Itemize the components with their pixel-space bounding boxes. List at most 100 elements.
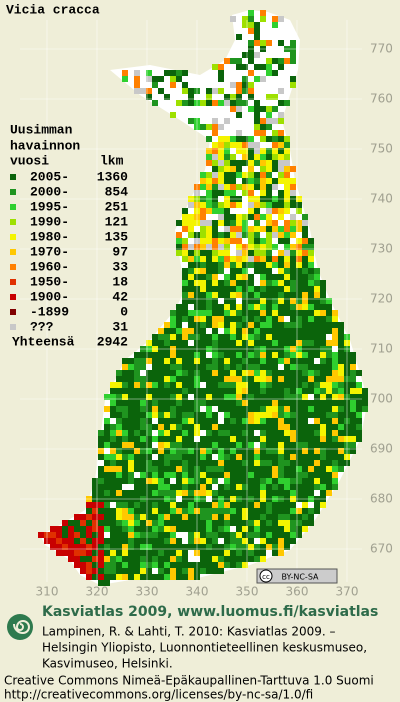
occurrence-square xyxy=(212,298,218,304)
occurrence-square xyxy=(176,448,182,454)
occurrence-square xyxy=(164,484,170,490)
occurrence-square xyxy=(176,76,182,82)
occurrence-square xyxy=(296,406,302,412)
occurrence-square xyxy=(224,208,230,214)
occurrence-square xyxy=(212,220,218,226)
occurrence-square xyxy=(332,370,338,376)
occurrence-square xyxy=(206,478,212,484)
occurrence-square xyxy=(242,562,248,568)
occurrence-square xyxy=(278,202,284,208)
occurrence-square xyxy=(260,214,266,220)
occurrence-square xyxy=(92,490,98,496)
occurrence-square xyxy=(230,280,236,286)
occurrence-square xyxy=(284,160,290,166)
occurrence-square xyxy=(176,388,182,394)
occurrence-square xyxy=(158,436,164,442)
occurrence-square xyxy=(134,394,140,400)
occurrence-square xyxy=(248,256,254,262)
occurrence-square xyxy=(146,460,152,466)
occurrence-square xyxy=(278,538,284,544)
occurrence-square xyxy=(200,550,206,556)
occurrence-square xyxy=(188,490,194,496)
occurrence-square xyxy=(140,508,146,514)
occurrence-square xyxy=(254,214,260,220)
occurrence-square xyxy=(98,430,104,436)
occurrence-square xyxy=(266,136,272,142)
occurrence-square xyxy=(272,550,278,556)
occurrence-square xyxy=(278,484,284,490)
occurrence-square xyxy=(254,340,260,346)
occurrence-square xyxy=(218,568,224,574)
occurrence-square xyxy=(158,376,164,382)
occurrence-square xyxy=(134,562,140,568)
occurrence-square xyxy=(254,466,260,472)
occurrence-square xyxy=(188,472,194,478)
occurrence-square xyxy=(260,358,266,364)
occurrence-square xyxy=(296,388,302,394)
occurrence-square xyxy=(230,406,236,412)
occurrence-square xyxy=(332,412,338,418)
occurrence-square xyxy=(134,364,140,370)
occurrence-square xyxy=(296,514,302,520)
occurrence-square xyxy=(272,424,278,430)
occurrence-square xyxy=(260,328,266,334)
occurrence-square xyxy=(332,466,338,472)
occurrence-square xyxy=(248,550,254,556)
occurrence-square xyxy=(314,352,320,358)
occurrence-square xyxy=(122,460,128,466)
occurrence-square xyxy=(224,478,230,484)
occurrence-square xyxy=(248,160,254,166)
occurrence-square xyxy=(164,544,170,550)
occurrence-square xyxy=(284,502,290,508)
occurrence-square xyxy=(230,310,236,316)
occurrence-square xyxy=(158,514,164,520)
occurrence-square xyxy=(182,304,188,310)
occurrence-square xyxy=(272,532,278,538)
occurrence-square xyxy=(266,502,272,508)
occurrence-square xyxy=(170,70,176,76)
occurrence-square xyxy=(302,472,308,478)
occurrence-square xyxy=(278,322,284,328)
license-badge: cc BY-NC-SA xyxy=(256,568,338,584)
occurrence-square xyxy=(170,532,176,538)
occurrence-square xyxy=(350,442,356,448)
occurrence-square xyxy=(170,322,176,328)
occurrence-square xyxy=(164,376,170,382)
occurrence-square xyxy=(290,184,296,190)
occurrence-square xyxy=(350,376,356,382)
occurrence-square xyxy=(206,424,212,430)
occurrence-square xyxy=(224,514,230,520)
occurrence-square xyxy=(200,436,206,442)
occurrence-square xyxy=(260,292,266,298)
occurrence-square xyxy=(314,304,320,310)
occurrence-square xyxy=(230,502,236,508)
occurrence-square xyxy=(248,340,254,346)
badge-text: BY-NC-SA xyxy=(281,573,319,582)
occurrence-square xyxy=(182,334,188,340)
occurrence-square xyxy=(284,454,290,460)
occurrence-square xyxy=(230,352,236,358)
legend-swatch xyxy=(10,294,16,300)
occurrence-square xyxy=(206,568,212,574)
occurrence-square xyxy=(308,484,314,490)
occurrence-square xyxy=(200,256,206,262)
occurrence-square xyxy=(356,394,362,400)
occurrence-square xyxy=(224,508,230,514)
occurrence-square xyxy=(206,412,212,418)
occurrence-square xyxy=(314,274,320,280)
occurrence-square xyxy=(230,328,236,334)
occurrence-square xyxy=(242,328,248,334)
occurrence-square xyxy=(284,202,290,208)
occurrence-square xyxy=(182,412,188,418)
occurrence-square xyxy=(314,382,320,388)
occurrence-square xyxy=(302,262,308,268)
occurrence-square xyxy=(140,568,146,574)
occurrence-square xyxy=(260,166,266,172)
occurrence-square xyxy=(206,292,212,298)
occurrence-square xyxy=(284,448,290,454)
occurrence-square xyxy=(176,100,182,106)
occurrence-square xyxy=(176,544,182,550)
occurrence-square xyxy=(212,568,218,574)
occurrence-square xyxy=(188,574,194,580)
occurrence-square xyxy=(296,454,302,460)
